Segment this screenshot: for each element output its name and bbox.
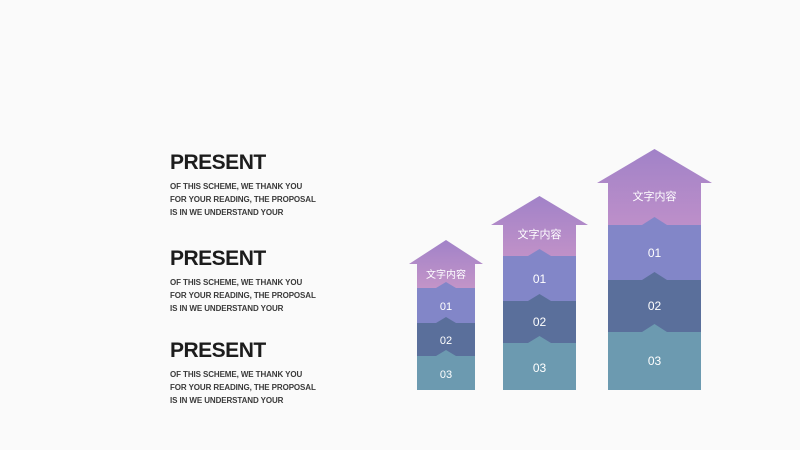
step-03-label: 03: [648, 354, 662, 368]
description-line: IS IN WE UNDERSTAND YOUR: [170, 208, 284, 217]
text-block-1: PRESENT OF THIS SCHEME, WE THANK YOU FOR…: [170, 150, 400, 219]
step-01-shape: [503, 249, 576, 301]
arrow-head-shape: [491, 196, 588, 256]
step-01-label: 01: [648, 246, 662, 260]
step-01-label: 01: [440, 301, 452, 313]
arrow-chart-2: 文字内容 01 02 03: [491, 196, 588, 390]
step-03-shape: [503, 336, 576, 390]
description-line: OF THIS SCHEME, WE THANK YOU: [170, 278, 303, 287]
up-arrow-icon: 文字内容 01 02 03: [597, 149, 712, 390]
arrow-chart-3: 文字内容 01 02 03: [597, 149, 712, 390]
step-02-shape: [608, 272, 701, 332]
block-description: OF THIS SCHEME, WE THANK YOU FOR YOUR RE…: [170, 368, 400, 407]
description-line: OF THIS SCHEME, WE THANK YOU: [170, 370, 303, 379]
step-02-label: 02: [648, 299, 662, 313]
arrow-chart-1: 文字内容 01 02 03: [409, 240, 483, 390]
block-title: PRESENT: [170, 247, 266, 270]
step-03-label: 03: [440, 369, 452, 381]
text-block-3: PRESENT OF THIS SCHEME, WE THANK YOU FOR…: [170, 338, 400, 407]
description-line: IS IN WE UNDERSTAND YOUR: [170, 304, 284, 313]
block-title: PRESENT: [170, 339, 266, 362]
step-03-shape: [608, 324, 701, 390]
block-description: OF THIS SCHEME, WE THANK YOU FOR YOUR RE…: [170, 180, 400, 219]
text-block-2: PRESENT OF THIS SCHEME, WE THANK YOU FOR…: [170, 246, 400, 315]
step-03-label: 03: [533, 361, 547, 375]
arrow-head-label: 文字内容: [633, 189, 677, 203]
step-01-shape: [608, 217, 701, 280]
block-description: OF THIS SCHEME, WE THANK YOU FOR YOUR RE…: [170, 276, 400, 315]
step-02-shape: [503, 294, 576, 343]
step-01-label: 01: [533, 272, 547, 286]
step-02-label: 02: [533, 315, 547, 329]
up-arrow-icon: 文字内容 01 02 03: [491, 196, 588, 390]
block-title: PRESENT: [170, 151, 266, 174]
description-line: FOR YOUR READING, THE PROPOSAL: [170, 291, 316, 300]
arrow-head-shape: [409, 240, 483, 288]
step-03-shape: [417, 350, 475, 390]
step-02-label: 02: [440, 335, 452, 347]
description-line: FOR YOUR READING, THE PROPOSAL: [170, 383, 316, 392]
arrow-head-shape: [597, 149, 712, 225]
arrow-head-label: 文字内容: [518, 227, 562, 241]
step-02-shape: [417, 317, 475, 356]
up-arrow-icon: 文字内容 01 02 03: [409, 240, 483, 390]
description-line: IS IN WE UNDERSTAND YOUR: [170, 396, 284, 405]
arrow-head-label: 文字内容: [426, 268, 466, 281]
description-line: FOR YOUR READING, THE PROPOSAL: [170, 195, 316, 204]
description-line: OF THIS SCHEME, WE THANK YOU: [170, 182, 303, 191]
step-01-shape: [417, 282, 475, 323]
